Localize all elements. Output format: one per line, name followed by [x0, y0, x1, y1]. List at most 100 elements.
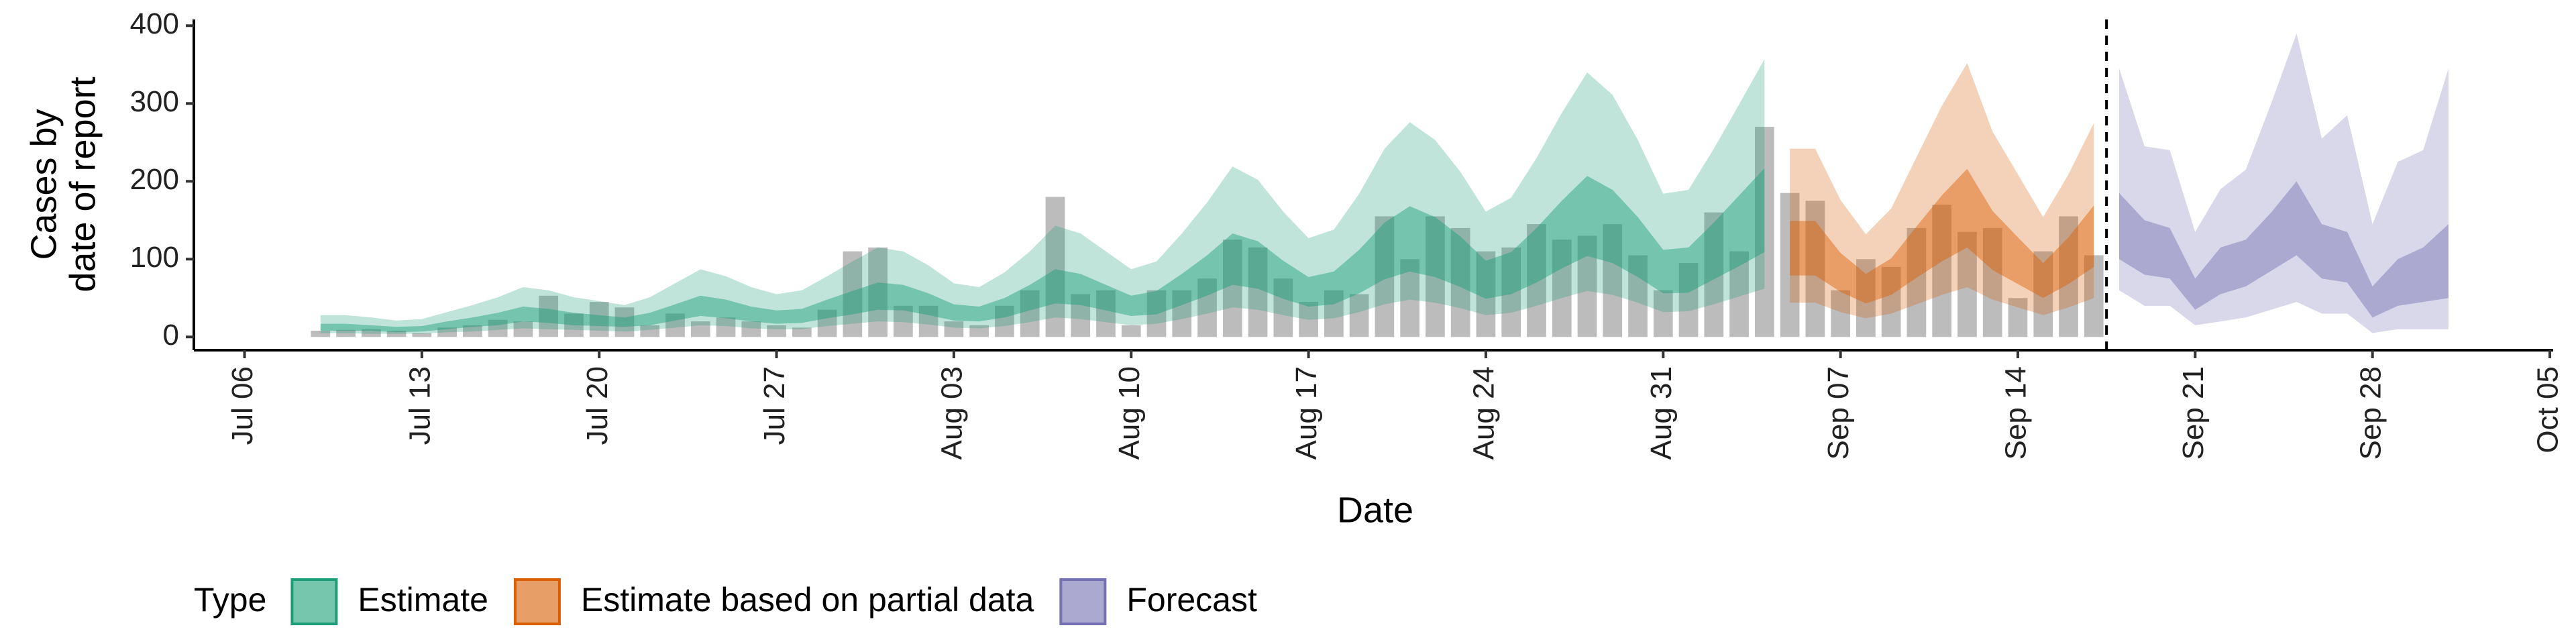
bar: [1096, 290, 1116, 337]
bar: [1982, 227, 2002, 337]
bar: [1197, 278, 1217, 337]
bar: [412, 333, 432, 337]
y-axis-title: date of report: [62, 76, 103, 292]
ribbon-50: [1790, 168, 2094, 304]
bar: [1881, 266, 1901, 337]
bar: [1704, 212, 1724, 337]
bar: [2008, 298, 2028, 337]
bar: [463, 325, 482, 337]
bar: [1248, 247, 1268, 337]
bar: [488, 319, 508, 337]
x-tick-label: Sep 21: [2177, 366, 2210, 460]
legend-label: Estimate: [358, 581, 488, 619]
bar: [969, 325, 989, 337]
ribbon-90: [1790, 63, 2094, 319]
bar: [1071, 294, 1091, 337]
x-axis-title: Date: [1337, 490, 1413, 530]
legend-swatch: [1059, 578, 1107, 625]
bar: [1729, 251, 1749, 337]
bar: [2033, 251, 2053, 337]
bar: [1426, 216, 1445, 337]
bar: [1222, 239, 1242, 337]
bar: [665, 313, 685, 337]
bar: [1603, 224, 1623, 337]
x-tick-label: Aug 31: [1645, 366, 1678, 460]
x-tick-label: Sep 14: [2000, 366, 2033, 460]
ribbon-90: [320, 59, 1765, 334]
bar: [2059, 216, 2078, 337]
bar: [1653, 290, 1673, 337]
bar: [1856, 259, 1876, 337]
bar: [361, 329, 381, 337]
bar: [1527, 224, 1546, 337]
bar: [894, 305, 913, 337]
bar: [817, 309, 837, 337]
legend-swatch: [290, 578, 338, 625]
bar: [1780, 193, 1800, 337]
bar: [1121, 325, 1141, 337]
ribbon-50: [2119, 181, 2449, 318]
bar: [792, 327, 812, 337]
bar: [2084, 255, 2104, 337]
legend-label: Forecast: [1126, 581, 1257, 619]
bar: [1299, 302, 1318, 337]
bar: [1273, 278, 1293, 337]
x-tick-label: Jul 20: [581, 366, 614, 445]
bar: [640, 325, 660, 337]
bar: [1324, 290, 1344, 337]
x-tick-label: Jul 13: [403, 366, 436, 445]
x-tick-label: Aug 24: [1468, 366, 1501, 460]
bar: [843, 251, 863, 337]
bar: [539, 295, 559, 337]
legend-swatch: [513, 578, 561, 625]
bar: [1678, 263, 1699, 337]
bar: [1349, 294, 1369, 337]
bar: [741, 321, 761, 337]
bar: [868, 247, 888, 337]
bar: [614, 307, 635, 337]
bar: [1805, 201, 1825, 337]
x-tick-label: Jul 06: [226, 366, 259, 445]
bar: [1020, 290, 1040, 337]
bar: [1907, 227, 1927, 337]
x-tick-label: Aug 10: [1113, 366, 1146, 460]
y-tick-label: 0: [163, 319, 179, 352]
bar: [995, 305, 1014, 337]
bar: [1476, 251, 1496, 337]
bar: [1400, 259, 1419, 337]
bar: [437, 327, 457, 337]
bar: [1831, 290, 1850, 337]
bar: [1552, 239, 1572, 337]
legend-label: Estimate based on partial data: [581, 581, 1034, 619]
bar: [1045, 197, 1065, 337]
bar: [1957, 231, 1977, 337]
bar: [1501, 247, 1521, 337]
bar: [1932, 205, 1952, 337]
y-tick-label: 200: [130, 163, 179, 196]
bar: [386, 331, 407, 337]
x-tick-label: Oct 05: [2532, 366, 2565, 453]
bar: [1375, 216, 1395, 337]
y-tick-label: 100: [130, 241, 179, 274]
bar: [1754, 127, 1774, 337]
bar: [1628, 255, 1648, 337]
legend-title: Type: [194, 581, 266, 619]
bar: [513, 321, 533, 337]
x-tick-label: Aug 17: [1290, 366, 1323, 460]
y-tick-label: 400: [130, 7, 179, 40]
y-axis-title: Cases by: [23, 109, 64, 260]
bar: [1172, 290, 1192, 337]
x-tick-label: Sep 28: [2354, 366, 2387, 460]
bar: [564, 313, 584, 337]
bar: [1450, 227, 1470, 337]
ribbon-50: [320, 168, 1765, 333]
bar: [311, 331, 331, 337]
bar: [1577, 235, 1597, 337]
plot-area: 0 100 200 300 400 Jul 06 Jul 13 Jul 20 Jul 27 Aug…: [130, 7, 2565, 460]
bar: [690, 321, 710, 337]
bar: [1146, 290, 1167, 337]
bar: [716, 317, 736, 337]
bar: [336, 329, 356, 337]
ribbon-90: [2119, 33, 2449, 333]
